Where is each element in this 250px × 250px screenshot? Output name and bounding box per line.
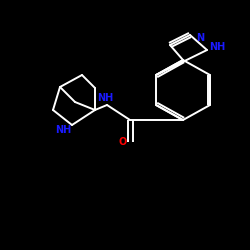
Text: N: N	[196, 33, 204, 43]
Text: NH: NH	[55, 125, 71, 135]
Text: O: O	[119, 137, 127, 147]
Text: NH: NH	[97, 93, 113, 103]
Text: NH: NH	[209, 42, 225, 52]
